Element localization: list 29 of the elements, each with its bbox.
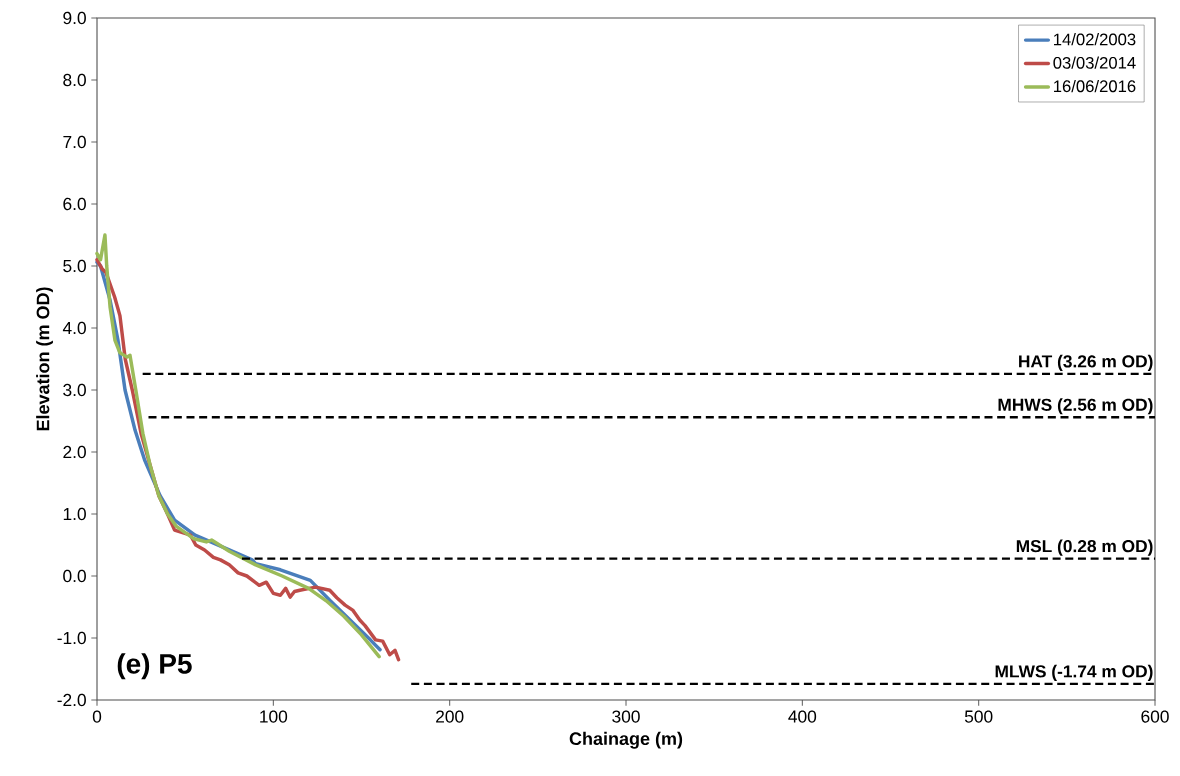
ref-line-label: MSL (0.28 m OD) (1016, 539, 1153, 556)
x-tick-label: 100 (260, 710, 288, 723)
x-tick-label: 600 (1141, 710, 1169, 723)
x-axis-title: Chainage (m) (569, 731, 683, 749)
y-tick-label: 4.0 (62, 321, 86, 335)
y-tick-label: 1.0 (63, 507, 86, 521)
x-tick-label: 200 (436, 710, 464, 723)
y-tick-label: 5.0 (63, 259, 86, 273)
x-tick-label: 500 (964, 710, 993, 723)
y-tick-label: 8.0 (63, 73, 86, 87)
legend-label: 14/02/2003 (1054, 33, 1136, 46)
legend-label: 16/06/2016 (1054, 79, 1136, 93)
y-axis-title: Elevation (m OD) (36, 287, 53, 431)
x-tick-label: 300 (612, 710, 640, 723)
ref-line-label: MHWS (2.56 m OD) (998, 398, 1153, 415)
legend-label: 03/03/2014 (1053, 56, 1136, 69)
y-tick-label: 3.0 (63, 383, 86, 397)
annotation: (e) P5 (117, 653, 192, 680)
y-tick-label: 9.0 (63, 11, 86, 25)
x-tick-label: 400 (788, 710, 817, 723)
y-tick-label: 2.0 (63, 445, 86, 459)
ref-line-label: MLWS (-1.74 m OD) (995, 664, 1153, 681)
ref-line-label: HAT (3.26 m OD) (1019, 354, 1153, 371)
y-tick-label: 0.0 (63, 569, 86, 583)
x-tick-label: 0 (92, 710, 102, 723)
y-tick-label: 7.0 (63, 135, 86, 149)
y-tick-label: -2.0 (57, 693, 86, 707)
y-tick-label: -1.0 (57, 631, 86, 645)
y-tick-label: 6.0 (63, 197, 86, 211)
